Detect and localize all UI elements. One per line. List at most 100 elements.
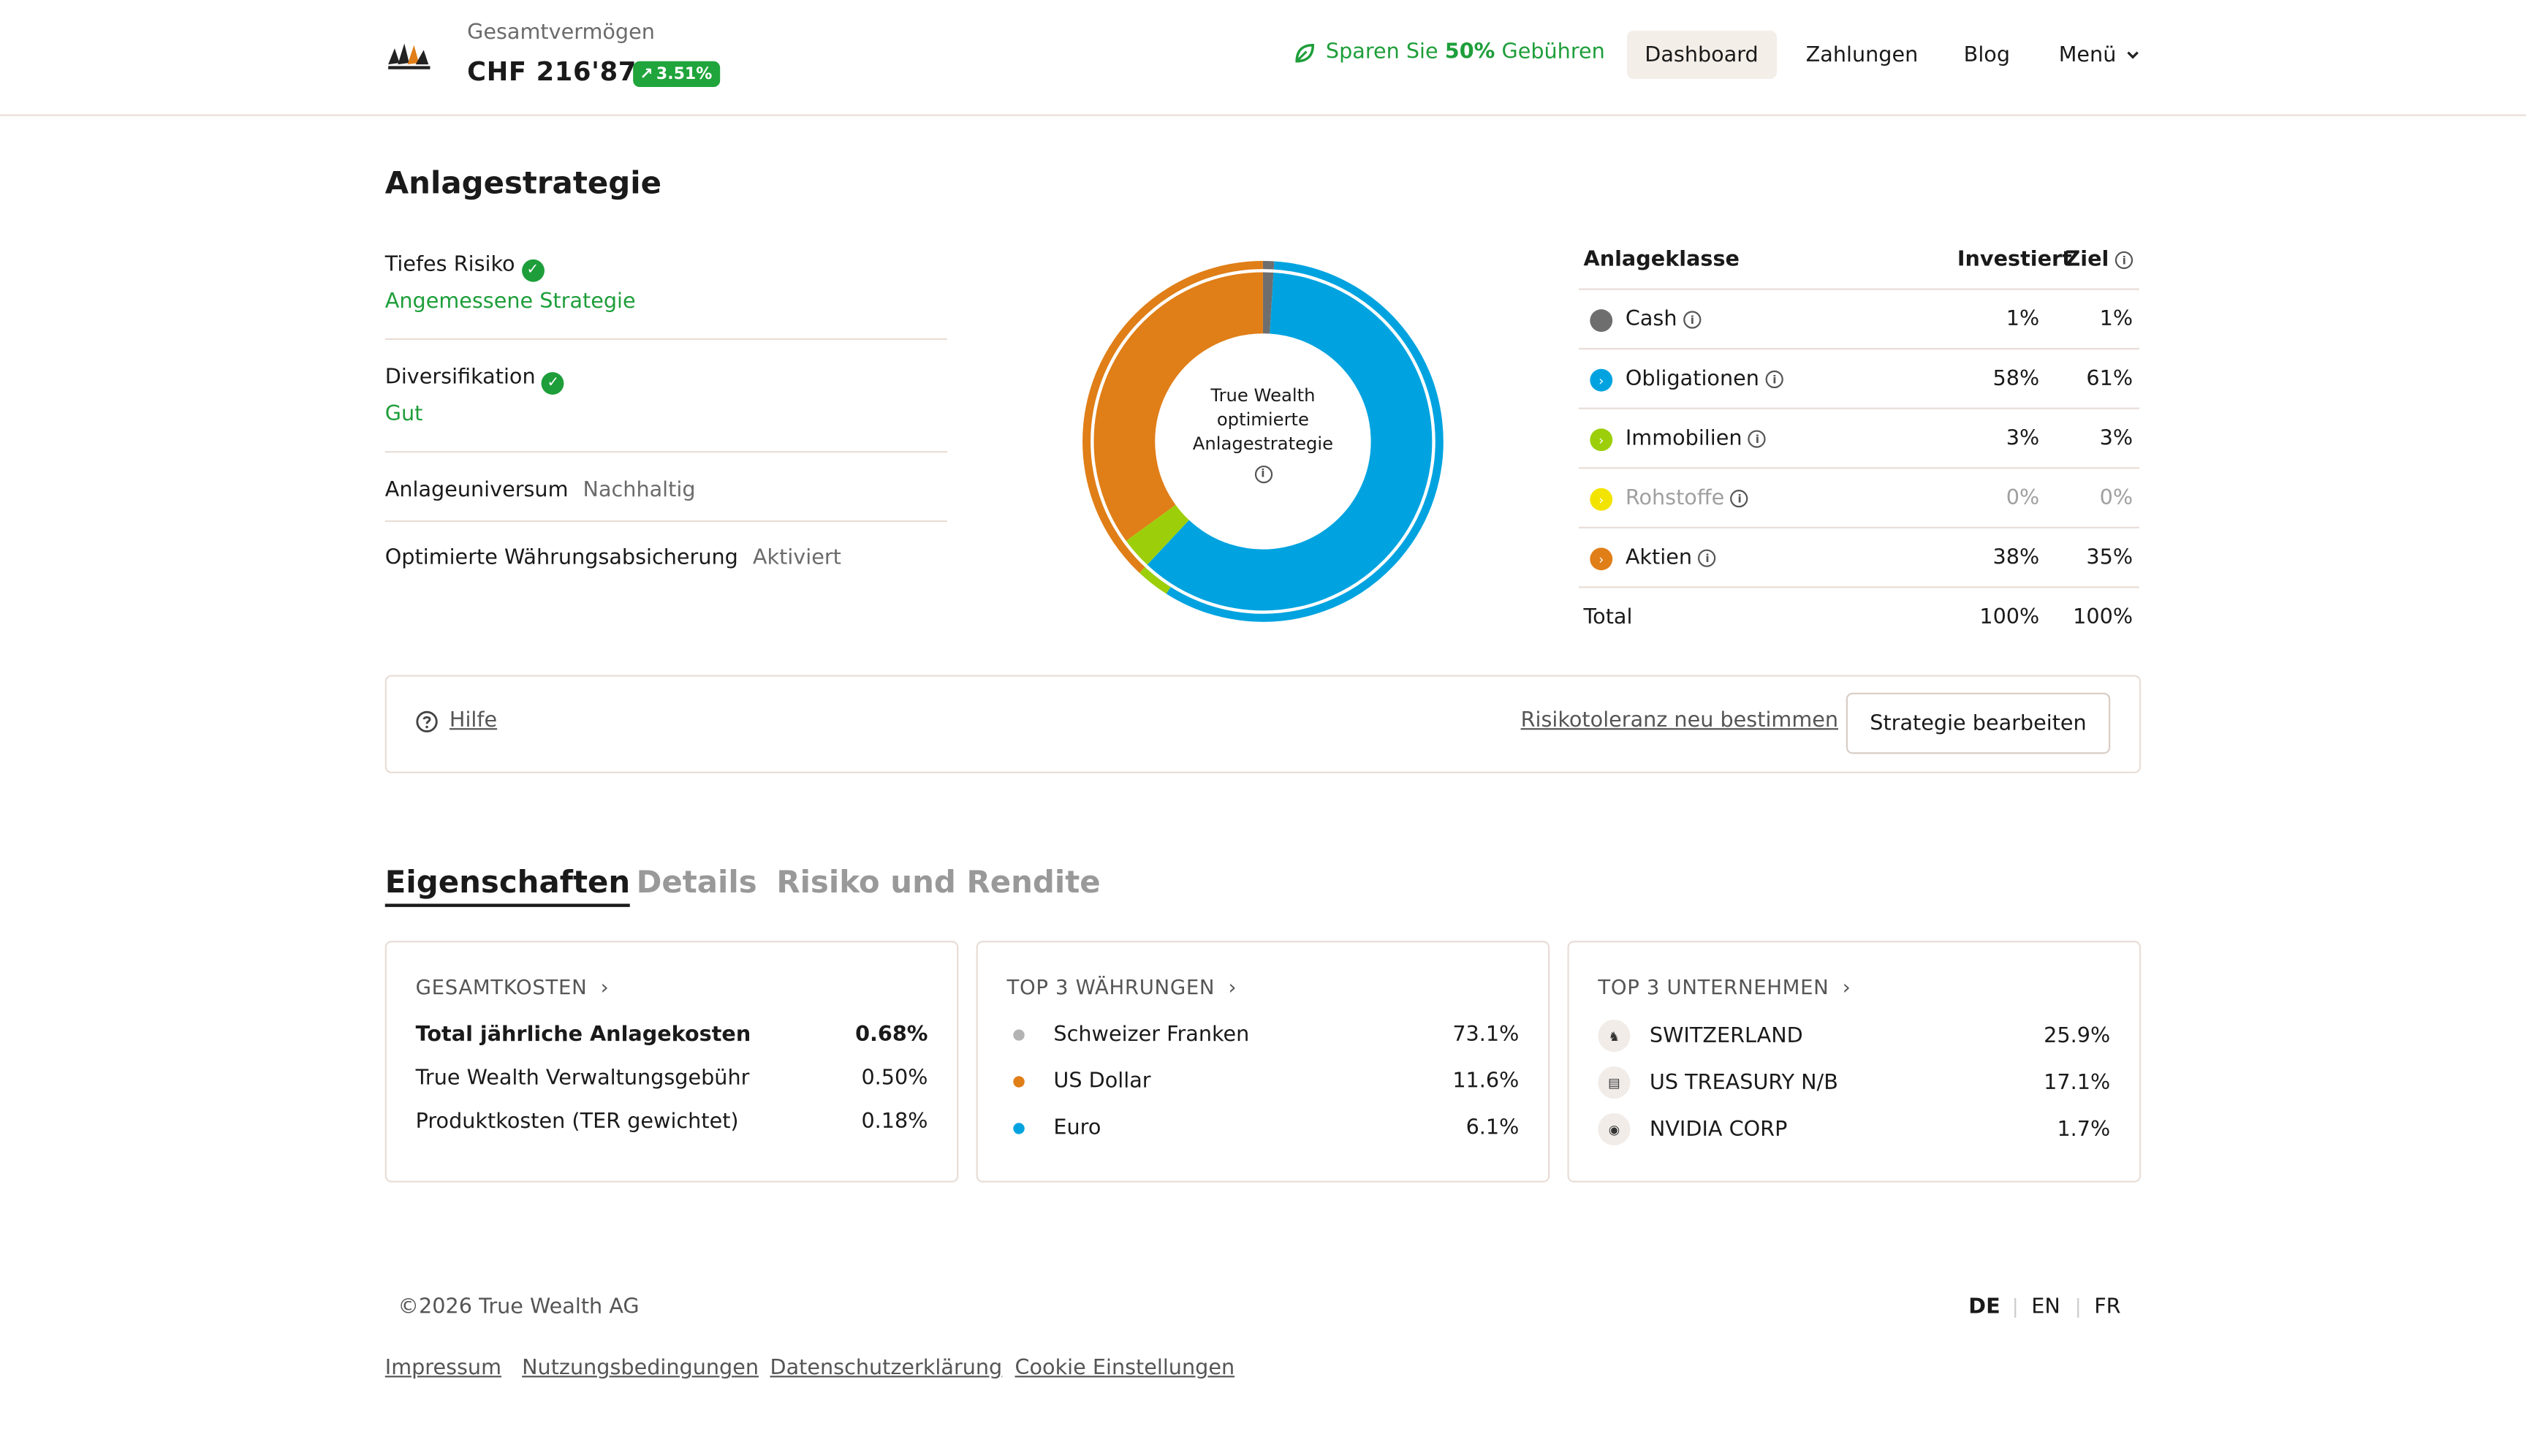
table-row-total: Total 100% 100%	[1578, 586, 2139, 648]
nav-blog[interactable]: Blog	[1963, 42, 2011, 67]
invested-segment-immobilien[interactable]	[1139, 563, 1174, 594]
currencies-card[interactable]: TOP 3 WÄHRUNGEN › Schweizer Franken 73.1…	[976, 941, 1550, 1183]
swiss-emblem-icon: ♞	[1598, 1020, 1631, 1053]
prop-diversification-name: Diversifikation	[384, 365, 536, 390]
donut-ring-separator	[1091, 269, 1435, 614]
lang-de[interactable]: DE	[1968, 1295, 2000, 1320]
info-icon[interactable]: i	[1253, 465, 1273, 484]
prop-risk-name: Tiefes Risiko	[384, 253, 515, 278]
currency-label: Euro	[1053, 1116, 1101, 1141]
invested-segment-obligationen[interactable]	[1166, 261, 1444, 622]
cost-label: Total jährliche Anlagekosten	[415, 1023, 751, 1047]
footer-link-privacy[interactable]: Datenschutzerklärung	[770, 1356, 1003, 1381]
info-icon[interactable]: i	[1748, 430, 1767, 448]
prop-risk-value: Angemessene Strategie	[384, 289, 636, 314]
table-header-target-label: Ziel	[2065, 248, 2109, 273]
tab-risk-return[interactable]: Risiko und Rendite	[776, 865, 1101, 901]
donut-center-label: True Wealth optimierte Anlagestrategie i	[1150, 384, 1376, 484]
chevron-right-icon[interactable]: ›	[1590, 488, 1613, 511]
info-icon[interactable]: i	[2115, 251, 2134, 270]
lang-fr[interactable]: FR	[2094, 1295, 2121, 1320]
lang-en[interactable]: EN	[2031, 1295, 2060, 1320]
companies-card[interactable]: TOP 3 UNTERNEHMEN › ♞ SWITZERLAND 25.9% ▤…	[1567, 941, 2142, 1183]
true-wealth-logo-icon[interactable]	[385, 35, 433, 74]
divider	[384, 451, 947, 453]
donut-center-line-3: Anlagestrategie	[1192, 433, 1334, 455]
prop-currency-hedge-name: Optimierte Währungsabsicherung	[384, 546, 738, 571]
row-name: Cash	[1625, 307, 1677, 333]
table-row-real-estate[interactable]: › Immobilien i 3% 3%	[1578, 407, 2139, 469]
info-icon[interactable]: i	[1683, 311, 1702, 329]
costs-card-title[interactable]: GESAMTKOSTEN ›	[416, 974, 610, 998]
save-suffix: Gebühren	[1495, 40, 1605, 65]
cost-value: 0.18%	[861, 1110, 928, 1134]
check-icon: ✓	[542, 372, 565, 395]
redetermine-risk-link[interactable]: Risikotoleranz neu bestimmen	[1520, 708, 1839, 733]
save-fees-link[interactable]: Sparen Sie 50% Gebühren	[1294, 40, 1605, 64]
prop-diversification-value: Gut	[384, 403, 423, 428]
strategy-title: Anlagestrategie	[384, 166, 661, 202]
us-flag-icon: ▤	[1598, 1066, 1631, 1099]
row-name: Rohstoffe	[1625, 486, 1725, 511]
footer-link-cookies[interactable]: Cookie Einstellungen	[1014, 1356, 1235, 1381]
nvidia-logo-icon: ◉	[1598, 1112, 1631, 1146]
top-header: Gesamtvermögen CHF 216'877 ↗ 3.51% Spare…	[0, 0, 2526, 116]
currency-row: US Dollar 11.6%	[1007, 1069, 1519, 1094]
currency-value: 73.1%	[1452, 1023, 1520, 1047]
target-segment-immobilien[interactable]	[1123, 504, 1190, 567]
cost-value: 0.68%	[855, 1023, 928, 1047]
companies-card-title[interactable]: TOP 3 UNTERNEHMEN ›	[1598, 974, 1851, 998]
nav-payments[interactable]: Zahlungen	[1805, 42, 1919, 67]
copyright: ©2026 True Wealth AG	[398, 1295, 640, 1320]
company-label: SWITZERLAND	[1649, 1023, 1803, 1048]
currency-value: 6.1%	[1465, 1116, 1520, 1141]
chevron-right-icon[interactable]: ›	[1590, 428, 1613, 452]
donut-center-line-2: optimierte	[1216, 409, 1309, 431]
footer-link-imprint[interactable]: Impressum	[384, 1356, 502, 1381]
invested-segment-aktien[interactable]	[1082, 261, 1263, 573]
target-segment-aktien[interactable]	[1091, 269, 1264, 543]
save-prefix: Sparen Sie	[1325, 40, 1445, 65]
currencies-card-title[interactable]: TOP 3 WÄHRUNGEN ›	[1007, 974, 1237, 998]
row-target: 1%	[2099, 307, 2134, 333]
help-link[interactable]: Hilfe	[416, 709, 497, 733]
company-row: ♞ SWITZERLAND 25.9%	[1598, 1020, 2110, 1053]
costs-card[interactable]: GESAMTKOSTEN › Total jährliche Anlagekos…	[384, 941, 959, 1183]
table-row-cash: Cash i 1% 1%	[1578, 288, 2139, 350]
info-icon[interactable]: i	[1731, 490, 1749, 508]
chevron-right-icon[interactable]: ›	[1590, 547, 1613, 571]
row-invested: 38%	[1992, 546, 2040, 571]
table-row-equities[interactable]: › Aktien i 38% 35%	[1578, 526, 2139, 588]
footer-link-terms[interactable]: Nutzungsbedingungen	[522, 1356, 759, 1381]
nav-menu[interactable]: Menü	[2041, 31, 2158, 79]
info-icon[interactable]: i	[1765, 370, 1784, 389]
table-row-bonds[interactable]: › Obligationen i 58% 61%	[1578, 348, 2139, 409]
row-name: Aktien	[1625, 546, 1693, 571]
edit-strategy-button[interactable]: Strategie bearbeiten	[1846, 692, 2111, 754]
row-target: 3%	[2099, 427, 2134, 452]
chevron-right-icon: ›	[1842, 974, 1851, 999]
info-icon[interactable]: i	[1698, 549, 1717, 567]
nav-dashboard[interactable]: Dashboard	[1627, 30, 1776, 79]
tab-details[interactable]: Details	[636, 865, 757, 901]
chevron-down-icon	[2126, 51, 2139, 59]
table-row-commodities[interactable]: › Rohstoffe i 0% 0%	[1578, 467, 2139, 528]
row-target: 100%	[2073, 605, 2134, 630]
tab-properties[interactable]: Eigenschaften	[384, 865, 631, 907]
chevron-right-icon[interactable]: ›	[1590, 368, 1613, 392]
row-name: Total	[1583, 605, 1633, 630]
divider	[384, 338, 947, 341]
row-invested: 100%	[1979, 605, 2040, 630]
performance-badge: ↗ 3.51%	[633, 61, 721, 88]
divider	[384, 520, 947, 523]
currency-dot-icon	[1013, 1029, 1025, 1041]
prop-risk: Tiefes Risiko ✓	[384, 246, 545, 282]
cost-row: Total jährliche Anlagekosten 0.68%	[416, 1023, 928, 1047]
arrow-up-right-icon: ↗	[639, 65, 653, 83]
row-name: Immobilien	[1625, 427, 1742, 452]
check-icon: ✓	[521, 259, 545, 282]
donut-center-line-1: True Wealth	[1210, 384, 1316, 406]
total-assets-value: CHF 216'877	[467, 56, 656, 88]
cost-label: True Wealth Verwaltungsgebühr	[415, 1066, 750, 1091]
target-segment-obligationen[interactable]	[1145, 269, 1435, 614]
